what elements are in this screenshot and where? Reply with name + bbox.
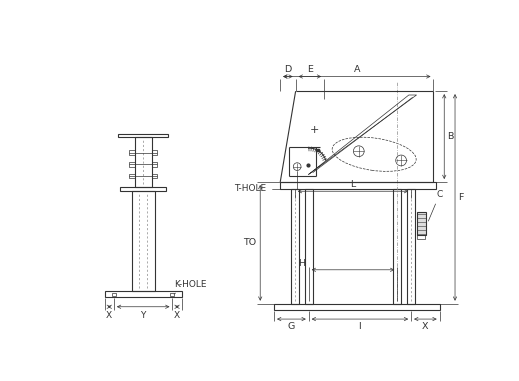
Text: B: B [447, 132, 454, 141]
Bar [291, 189, 299, 304]
Bar [417, 235, 425, 239]
Text: X: X [106, 311, 112, 320]
Bar [120, 187, 166, 191]
Bar [393, 189, 401, 304]
Text: D: D [284, 65, 292, 74]
Text: E: E [307, 65, 313, 74]
Bar [113, 293, 116, 296]
Text: X: X [174, 311, 180, 320]
Text: +: + [309, 125, 319, 134]
Text: I: I [359, 322, 361, 331]
Bar [132, 191, 155, 291]
Text: Y: Y [141, 311, 146, 320]
Bar [129, 173, 135, 178]
Bar [152, 162, 157, 166]
Text: K-HOLE: K-HOLE [174, 280, 207, 294]
Text: L: L [350, 180, 356, 189]
Text: TO: TO [243, 239, 256, 247]
Text: C: C [428, 190, 443, 221]
Text: X: X [422, 322, 429, 331]
Text: H: H [298, 259, 305, 268]
Bar [280, 182, 436, 189]
Bar [170, 293, 174, 296]
Bar [105, 291, 182, 297]
Text: A: A [353, 65, 360, 74]
Bar [152, 150, 157, 155]
Bar [417, 212, 426, 235]
Text: G: G [288, 322, 295, 331]
Bar [129, 162, 135, 166]
Text: F: F [458, 193, 463, 202]
Bar [135, 137, 152, 187]
Bar [305, 189, 312, 304]
Bar [118, 133, 168, 137]
Text: T-HOLE: T-HOLE [234, 171, 297, 194]
Bar [152, 173, 157, 178]
Bar [274, 304, 440, 310]
Bar [407, 189, 415, 304]
Bar [129, 150, 135, 155]
